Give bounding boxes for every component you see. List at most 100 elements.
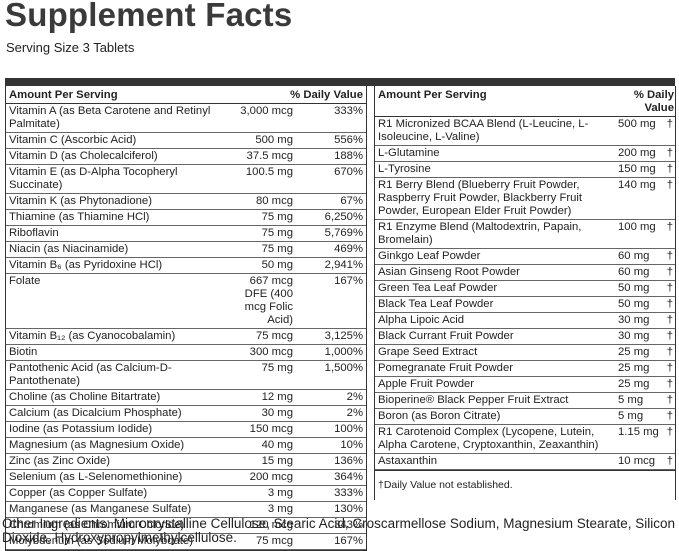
amount: 30 mg [261,407,293,419]
amount: 75 mcg [255,535,293,547]
nutrient-row: Grape Seed Extract 25 mg † [375,345,675,361]
nutrient-row: R1 Berry Blend (Blueberry Fruit Powder, … [375,178,675,220]
nutrient-name: Biotin [9,346,38,358]
nutrient-row: Vitamin B₆ (as Pyridoxine HCl) 50 mg 2,941… [6,258,366,274]
amount: 100 mg [618,221,656,233]
daily-value: 167% [334,275,363,287]
header-cell: Amount Per Serving [378,89,487,101]
nutrient-name: Thiamine (as Thiamine HCl) [9,211,150,223]
nutrient-name: L-Glutamine [378,147,440,159]
amount: 80 mcg [255,195,293,207]
amount: 3 mg [267,487,293,499]
daily-value: 469% [334,243,363,255]
nutrient-row: Bioperine® Black Pepper Fruit Extract 5 m… [375,393,675,409]
nutrient-row: Vitamin E (as D-Alpha Tocopheryl Succina… [6,165,366,194]
nutrient-row: Riboflavin 75 mg 5,769% [6,226,366,242]
amount: 500 mg [255,134,293,146]
serving-size: Serving Size 3 Tablets [6,40,135,55]
nutrient-name: Folate [9,275,41,287]
header-cell: % Daily Value [633,89,674,114]
nutrient-row: Zinc (as Zinc Oxide) 15 mg 136% [6,454,366,470]
nutrient-name: Manganese (as Manganese Sulfate) [9,503,192,515]
daily-value: 333% [334,105,363,117]
amount: 200 mcg [249,471,293,483]
nutrient-row: R1 Micronized BCAA Blend (L-Leucine, L-I… [375,117,675,146]
rows: Amount Per Serving % Daily Value R1 Micron… [375,86,675,471]
daily-value: 670% [334,166,363,178]
nutrient-name: R1 Enzyme Blend (Maltodextrin, Papain, B… [378,221,582,246]
nutrient-row: Vitamin C (Ascorbic Acid) 500 mg 556% [6,133,366,149]
daily-value: 100% [334,423,363,435]
daily-value: † [666,221,673,233]
daily-value: 1,500% [324,362,363,374]
nutrient-row: Astaxanthin 10 mcg † [375,454,675,470]
nutrient-row: R1 Carotenoid Complex (Lycopene, Lutein,… [375,425,675,454]
amount: 5 mg [618,410,644,422]
nutrient-name: Magnesium (as Magnesium Oxide) [9,439,185,451]
nutrient-name: Black Currant Fruit Powder [378,330,514,342]
amount: 12 mg [261,391,293,403]
daily-value: 2% [346,407,363,419]
amount: 60 mg [618,250,650,262]
nutrient-name: Pantothenic Acid (as Calcium-D-Pantothen… [9,362,172,387]
nutrient-name: Boron (as Boron Citrate) [378,410,501,422]
amount: 10 mcg [618,455,656,467]
nutrient-name: Zinc (as Zinc Oxide) [9,455,111,467]
nutrient-name: Vitamin C (Ascorbic Acid) [9,134,137,146]
daily-value: 5,769% [324,227,363,239]
amount: 50 mg [618,282,650,294]
nutrient-name: Vitamin D (as Cholecalciferol) [9,150,158,162]
nutrient-name: Chromium (as Chromium Chloride) [9,519,185,531]
amount: 75 mg [261,211,293,223]
nutrient-row: R1 Enzyme Blend (Maltodextrin, Papain, B… [375,220,675,249]
nutrient-name: Bioperine® Black Pepper Fruit Extract [378,394,569,406]
header-cell: % Daily Value [290,89,363,101]
daily-value: † [666,426,673,438]
nutrient-name: Iodine (as Potassium Iodide) [9,423,153,435]
nutrient-name: Vitamin K (as Phytonadione) [9,195,152,207]
left-table: Amount Per Serving % Daily Value Vitamin A… [5,86,367,551]
nutrient-row: L-Glutamine 200 mg † [375,146,675,162]
nutrient-row: L-Tyrosine 150 mg † [375,162,675,178]
nutrient-row: Choline (as Choline Bitartrate) 12 mg 2% [6,390,366,406]
daily-value: † [666,410,673,422]
nutrient-name: Astaxanthin [378,455,438,467]
daily-value: † [666,118,673,130]
daily-value: † [666,282,673,294]
daily-value: † [666,163,673,175]
daily-value: 167% [334,535,363,547]
nutrient-row: Biotin 300 mcg 1,000% [6,345,366,361]
nutrient-row: Iodine (as Potassium Iodide) 150 mcg 100% [6,422,366,438]
nutrient-name: R1 Micronized BCAA Blend (L-Leucine, L-I… [378,118,589,143]
footnote: †Daily Value not established. [378,479,513,491]
amount: 40 mg [261,439,293,451]
amount: 1.15 mg [618,426,659,438]
daily-value: 1,000% [324,346,363,358]
nutrient-name: Alpha Lipoic Acid [378,314,465,326]
daily-value: 188% [334,150,363,162]
daily-value: 2,941% [324,259,363,271]
nutrient-row: Niacin (as Niacinamide) 75 mg 469% [6,242,366,258]
daily-value: † [666,250,673,262]
amount: 15 mg [261,455,293,467]
daily-value: † [666,266,673,278]
other-ingredients: Other Ingredients: Microcrystalline Cell… [2,516,676,545]
nutrient-name: Selenium (as L-Selenomethionine) [9,471,183,483]
daily-value: 6,250% [324,211,363,223]
nutrient-name: Copper (as Copper Sulfate) [9,487,148,499]
header-row: Amount Per Serving % Daily Value [6,86,366,104]
daily-value: 3,125% [324,330,363,342]
nutrient-name: Calcium (as Dicalcium Phosphate) [9,407,182,419]
thick-rule [5,78,675,86]
daily-value: 130% [334,503,363,515]
daily-value: † [666,394,673,406]
amount: 25 mg [618,362,650,374]
amount: 30 mg [618,330,650,342]
nutrient-row: Thiamine (as Thiamine HCl) 75 mg 6,250% [6,210,366,226]
daily-value: † [666,346,673,358]
amount: 5 mg [618,394,644,406]
nutrient-row: Vitamin K (as Phytonadione) 80 mcg 67% [6,194,366,210]
amount: 75 mg [261,362,293,374]
amount: 100.5 mg [245,166,293,178]
amount: 500 mg [618,118,656,130]
